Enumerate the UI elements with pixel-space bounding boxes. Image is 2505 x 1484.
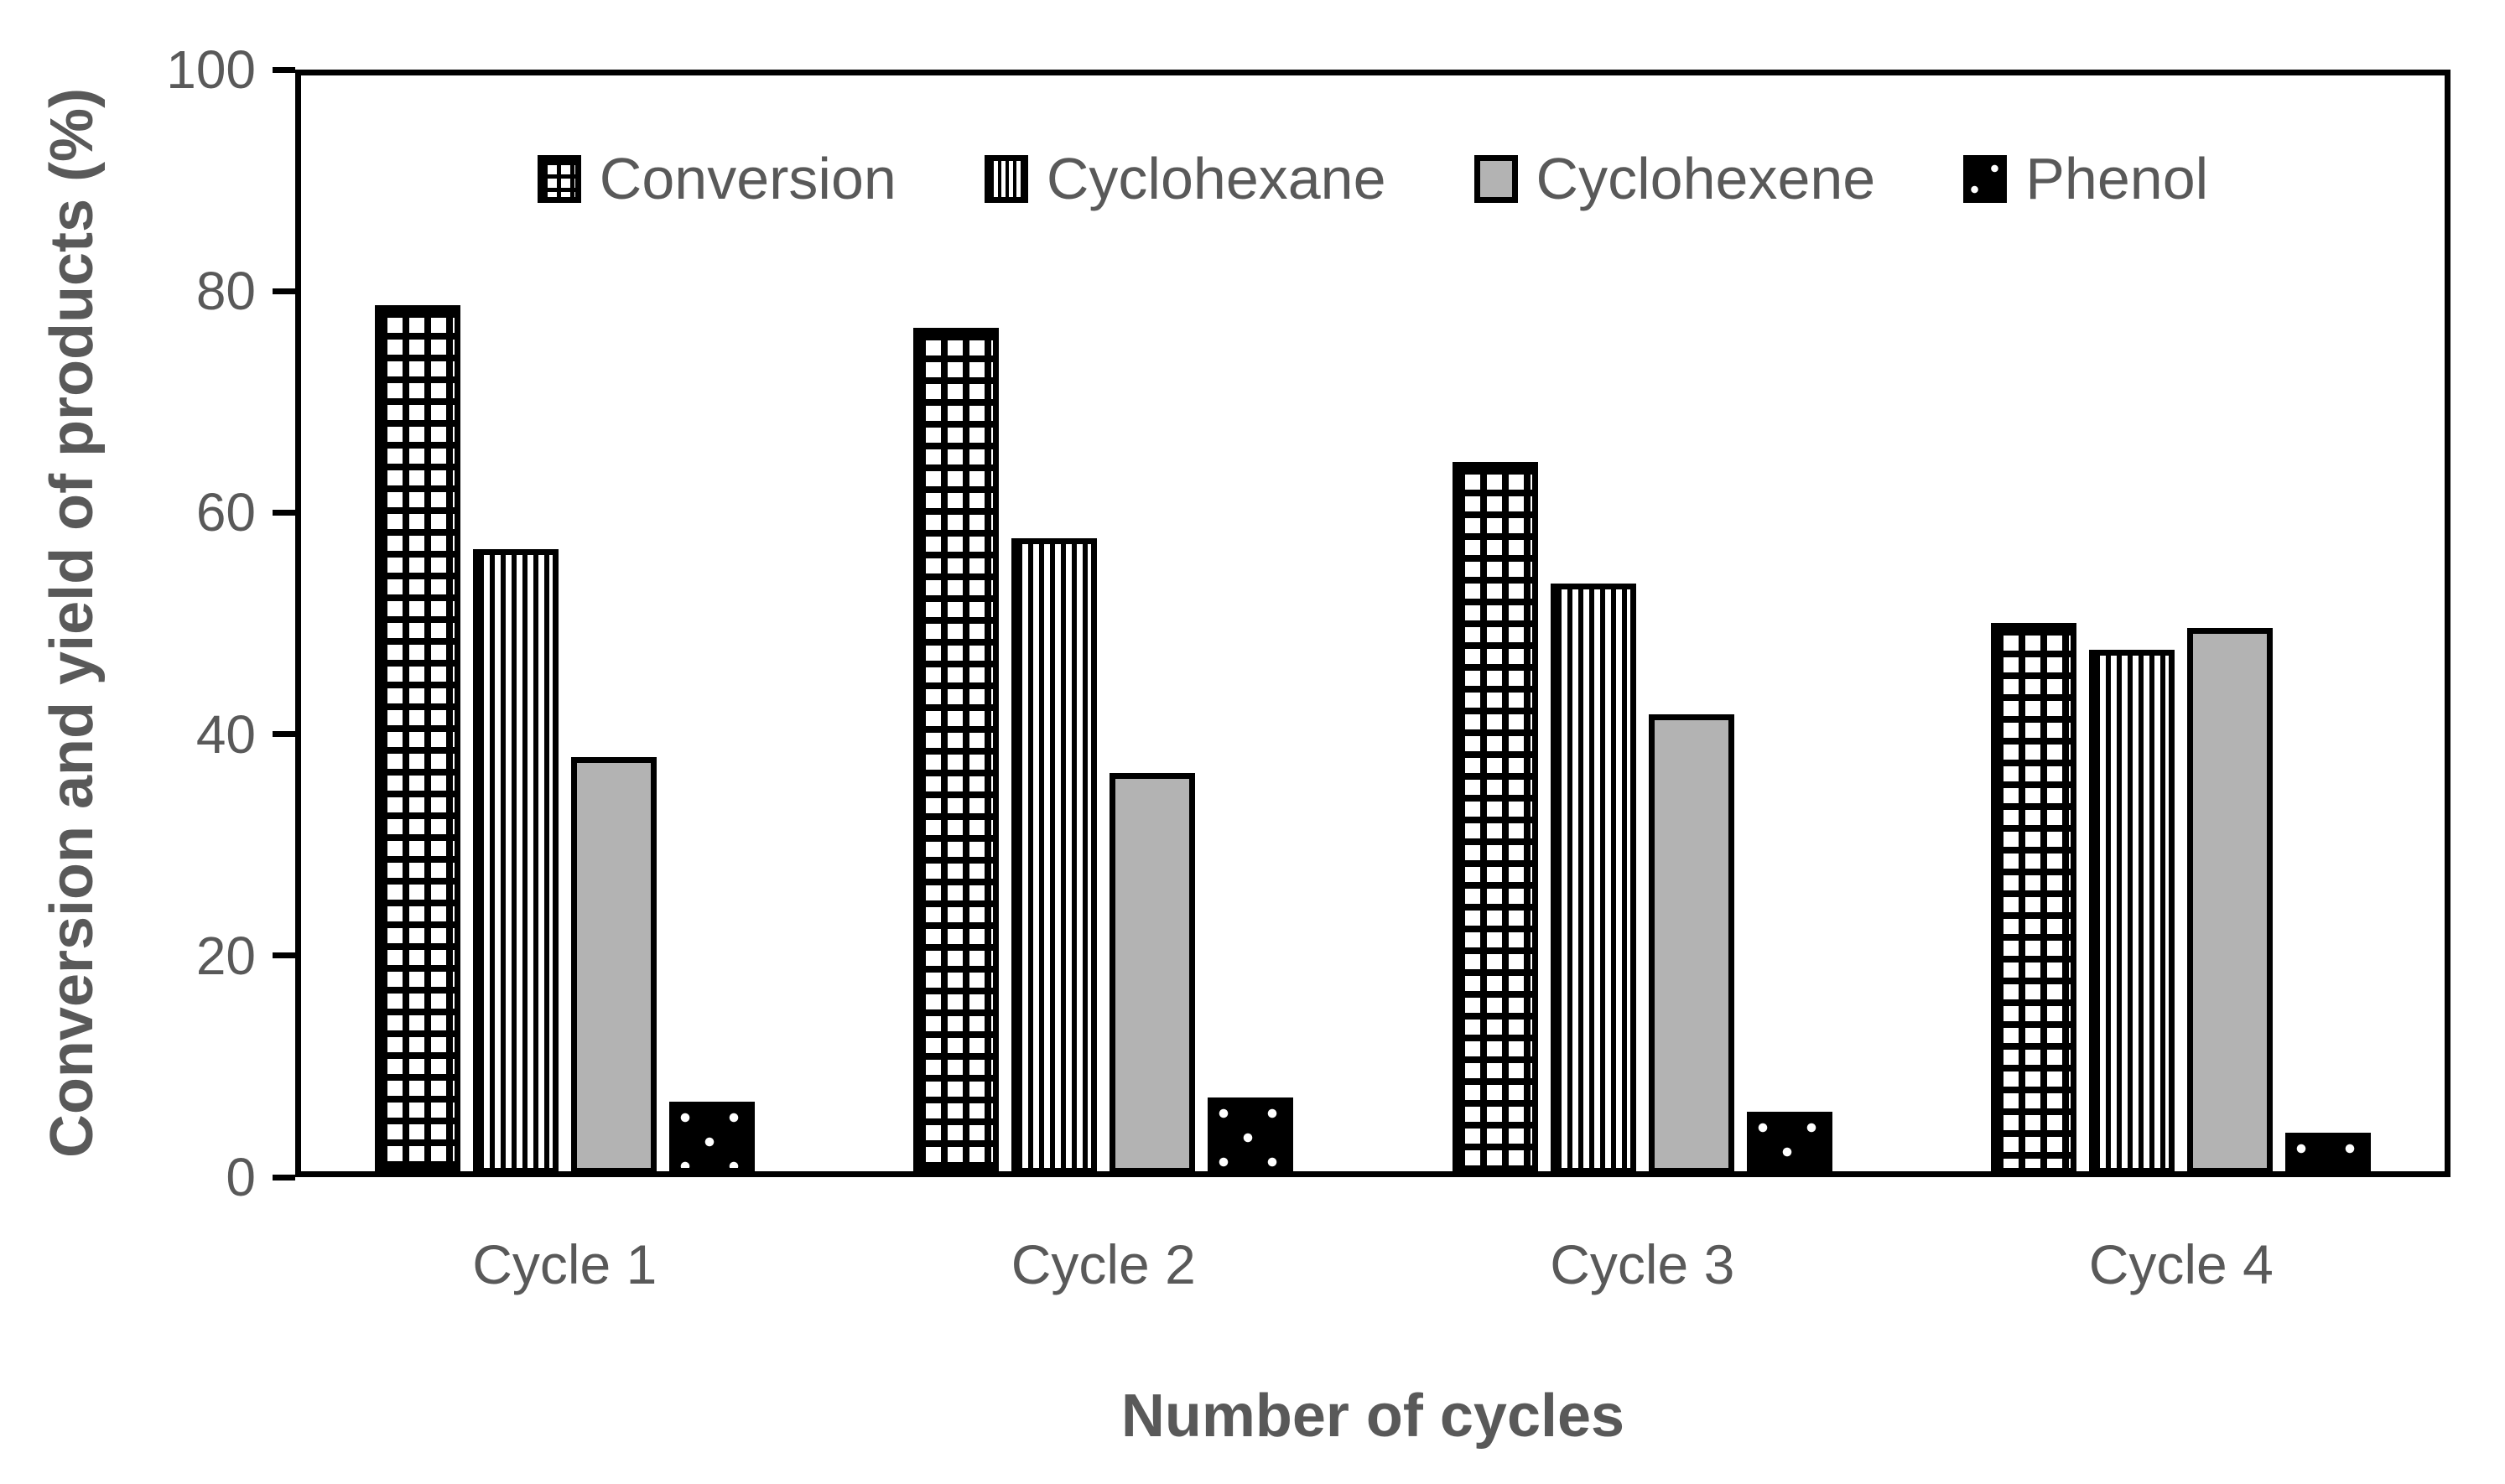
bar-cyclohexane-cycle-1 bbox=[472, 548, 559, 1174]
legend-label: Conversion bbox=[599, 146, 896, 211]
legend-swatch-phenol bbox=[1963, 154, 2008, 203]
y-tick-mark bbox=[273, 288, 295, 294]
y-tick-label: 60 bbox=[195, 482, 256, 543]
bar-phenol-cycle-1 bbox=[668, 1102, 755, 1174]
legend-swatch-conversion bbox=[537, 154, 581, 203]
legend-item-cyclohexene: Cyclohexene bbox=[1473, 146, 1876, 211]
y-tick-mark bbox=[273, 509, 295, 516]
bar-phenol-cycle-4 bbox=[2285, 1133, 2372, 1174]
legend-item-cyclohexane: Cyclohexane bbox=[984, 146, 1386, 211]
bar-cyclohexane-cycle-4 bbox=[2089, 650, 2175, 1174]
bar-phenol-cycle-3 bbox=[1746, 1112, 1832, 1174]
bar-cyclohexane-cycle-3 bbox=[1550, 583, 1636, 1174]
y-tick-label: 80 bbox=[195, 261, 256, 322]
x-category-label: Cycle 1 bbox=[472, 1233, 657, 1295]
legend-label: Phenol bbox=[2025, 146, 2209, 211]
y-tick-label: 40 bbox=[195, 703, 256, 765]
legend-item-conversion: Conversion bbox=[537, 146, 896, 211]
bar-conversion-cycle-2 bbox=[913, 327, 1000, 1174]
bar-cyclohexene-cycle-4 bbox=[2187, 627, 2274, 1174]
x-category-label: Cycle 2 bbox=[1011, 1233, 1196, 1295]
y-tick-label: 100 bbox=[166, 39, 256, 100]
legend-swatch-cyclohexene bbox=[1473, 154, 1518, 203]
bar-cyclohexene-cycle-3 bbox=[1648, 713, 1734, 1174]
bar-conversion-cycle-3 bbox=[1452, 461, 1538, 1174]
legend-item-phenol: Phenol bbox=[1963, 147, 2208, 210]
y-axis-title: Conversion and yield of products (%) bbox=[39, 87, 106, 1159]
bar-cyclohexene-cycle-1 bbox=[570, 757, 657, 1174]
y-tick-mark bbox=[273, 66, 295, 73]
x-category-label: Cycle 3 bbox=[1550, 1233, 1735, 1295]
legend-label: Cyclohexane bbox=[1046, 146, 1386, 211]
y-tick-mark bbox=[273, 952, 295, 959]
legend-swatch-cyclohexane bbox=[984, 154, 1028, 203]
y-tick-mark bbox=[273, 731, 295, 738]
y-tick-label: 0 bbox=[226, 1147, 256, 1207]
x-category-label: Cycle 4 bbox=[2088, 1233, 2274, 1295]
y-tick-label: 20 bbox=[195, 925, 256, 986]
bar-cyclohexene-cycle-2 bbox=[1110, 772, 1196, 1174]
legend: Conversion Cyclohexane Cyclohexene Phenol bbox=[295, 147, 2450, 210]
bar-phenol-cycle-2 bbox=[1208, 1097, 1294, 1174]
bar-cyclohexane-cycle-2 bbox=[1011, 537, 1098, 1174]
legend-label: Cyclohexene bbox=[1536, 146, 1876, 211]
y-tick-mark bbox=[273, 1174, 295, 1180]
bar-conversion-cycle-1 bbox=[374, 305, 460, 1174]
bar-conversion-cycle-4 bbox=[1991, 623, 2077, 1174]
x-axis-title: Number of cycles bbox=[1120, 1383, 1625, 1450]
